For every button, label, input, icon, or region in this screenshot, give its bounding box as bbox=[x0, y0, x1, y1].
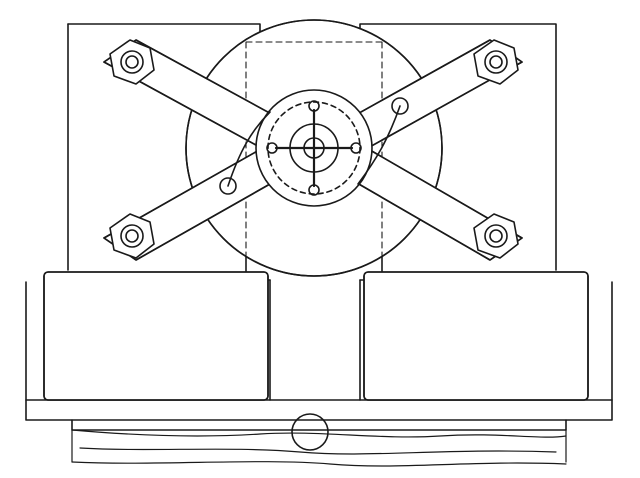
base-bolt-hole bbox=[291, 413, 329, 451]
left-field-coil bbox=[43, 271, 269, 401]
commutator-hub bbox=[219, 89, 409, 207]
bolt-bottom-right bbox=[473, 213, 519, 259]
bolt-top-right bbox=[473, 39, 519, 85]
bolt-bottom-left bbox=[109, 213, 155, 259]
bolt-top-left bbox=[109, 39, 155, 85]
right-field-coil bbox=[363, 271, 589, 401]
